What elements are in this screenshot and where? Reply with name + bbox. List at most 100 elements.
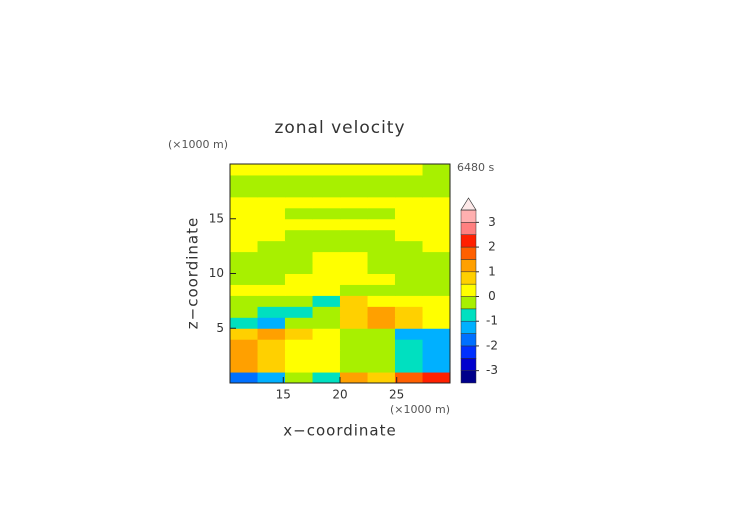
field-cell: [394, 317, 423, 329]
field-cell: [312, 284, 341, 296]
field-cell: [257, 306, 286, 318]
field-cell: [284, 240, 313, 253]
colorbar-tick-label: -3: [486, 363, 498, 377]
field-cell: [367, 164, 396, 176]
colorbar-segment: [460, 370, 477, 384]
colorbar-extend: [460, 197, 477, 211]
field-cell: [339, 196, 368, 209]
field-cell: [229, 284, 258, 296]
field-cell: [312, 229, 341, 242]
field-cell: [422, 196, 451, 209]
field-cell: [367, 339, 396, 351]
field-cell: [229, 350, 258, 362]
colorbar-segment: [460, 259, 477, 273]
field-cell: [257, 164, 286, 176]
field-cell: [229, 339, 258, 351]
field-cell: [312, 350, 341, 362]
field-cell: [257, 284, 286, 296]
field-cell: [367, 240, 396, 253]
field-cell: [284, 262, 313, 274]
field-cell: [339, 350, 368, 362]
field-cell: [284, 372, 313, 384]
colorbar-tick-label: 2: [488, 240, 496, 254]
field-cell: [339, 174, 368, 187]
field-cell: [312, 185, 341, 198]
field-cell: [284, 273, 313, 285]
field-cell: [257, 317, 286, 329]
field-cell: [284, 229, 313, 242]
field-cell: [284, 196, 313, 209]
field-cell: [284, 207, 313, 220]
field-cell: [257, 185, 286, 198]
field-cell: [394, 273, 423, 285]
field-cell: [312, 306, 341, 318]
field-cell: [284, 328, 313, 340]
field-cell: [394, 196, 423, 209]
field-cell: [422, 262, 451, 274]
field-cell: [422, 185, 451, 198]
field-cell: [284, 306, 313, 318]
field-cell: [229, 218, 258, 231]
y-unit: (×1000 m): [168, 138, 228, 151]
field-cell: [367, 185, 396, 198]
field-cell: [422, 164, 451, 176]
field-cell: [257, 196, 286, 209]
field-cell: [367, 229, 396, 242]
field-cell: [229, 317, 258, 329]
y-axis-label: z−coordinate: [184, 217, 202, 329]
field-cell: [229, 251, 258, 264]
field-cell: [422, 361, 451, 373]
field-cell: [394, 262, 423, 274]
field-cell: [312, 328, 341, 340]
field-cell: [339, 339, 368, 351]
x-tick-label: 15: [276, 388, 291, 402]
field-cell: [367, 328, 396, 340]
field-cell: [229, 295, 258, 307]
colorbar-segment: [460, 296, 477, 310]
field-cell: [312, 295, 341, 307]
field-cell: [367, 251, 396, 264]
field-cell: [339, 372, 368, 384]
field: [229, 164, 451, 384]
field-cell: [367, 174, 396, 187]
field-cell: [312, 262, 341, 274]
field-cell: [422, 273, 451, 285]
colorbar-tick-label: -2: [486, 338, 498, 352]
field-cell: [257, 350, 286, 362]
field-cell: [284, 284, 313, 296]
field-cell: [394, 328, 423, 340]
y-tick-label: 5: [216, 321, 224, 335]
field-cell: [229, 207, 258, 220]
field-cell: [312, 317, 341, 329]
field-cell: [312, 164, 341, 176]
field-cell: [394, 174, 423, 187]
x-tick-label: 25: [389, 388, 404, 402]
field-cell: [257, 240, 286, 253]
field-cell: [229, 361, 258, 373]
field-cell: [229, 174, 258, 187]
field-cell: [284, 317, 313, 329]
field-cell: [422, 350, 451, 362]
colorbar-tick-label: 3: [488, 215, 496, 229]
field-cell: [339, 218, 368, 231]
field-cell: [394, 339, 423, 351]
field-cell: [422, 229, 451, 242]
field-cell: [229, 240, 258, 253]
field-cell: [312, 174, 341, 187]
field-cell: [312, 240, 341, 253]
field-cell: [312, 207, 341, 220]
field-cell: [284, 164, 313, 176]
field-cell: [367, 306, 396, 318]
field-cell: [394, 295, 423, 307]
field-cell: [339, 328, 368, 340]
field-cell: [229, 306, 258, 318]
chart-title: zonal velocity: [274, 118, 405, 138]
field-cell: [257, 295, 286, 307]
field-cell: [257, 218, 286, 231]
field-cell: [339, 295, 368, 307]
field-cell: [257, 361, 286, 373]
time-label: 6480 s: [457, 161, 494, 174]
field-cell: [367, 350, 396, 362]
colorbar-tick-label: 0: [488, 289, 496, 303]
colorbar-segment: [460, 246, 477, 260]
